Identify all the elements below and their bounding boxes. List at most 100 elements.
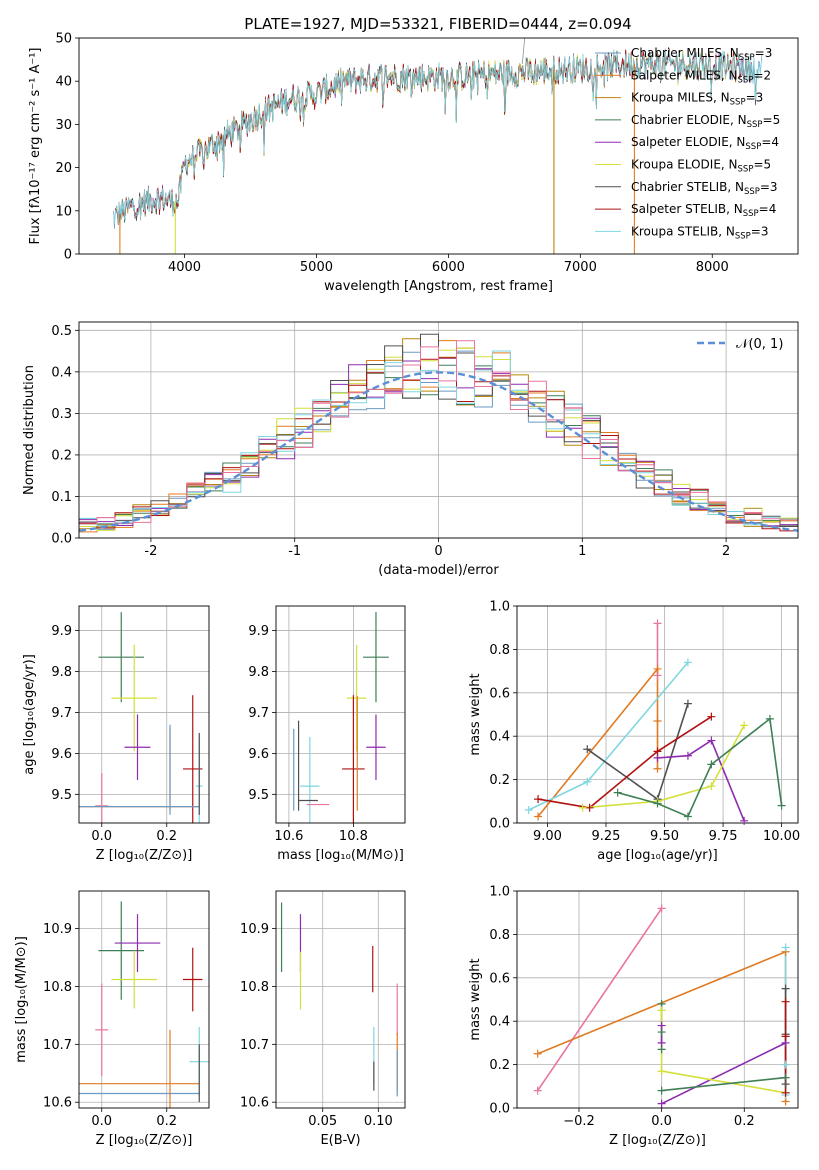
x-tick-label: 0.10 (364, 1114, 393, 1129)
series-line (582, 725, 745, 809)
y-tick-label: 10.9 (240, 922, 269, 937)
legend-entry-subscript: SSP (747, 120, 763, 130)
y-tick-label: 0.6 (489, 971, 510, 986)
x-tick-label: 0.0 (91, 1114, 112, 1129)
y-tick-label: 9.9 (51, 624, 72, 639)
x-tick-label: 0.2 (734, 1114, 755, 1129)
data-point-marker (781, 1088, 790, 1097)
y-tick-label: 0.4 (489, 1015, 510, 1030)
data-point-marker (765, 714, 774, 723)
data-point-marker (653, 717, 662, 726)
y-axis-label: mass weight (468, 958, 483, 1040)
legend-entry-subscript: SSP (745, 142, 761, 152)
series-line (661, 1070, 786, 1094)
y-tick-label: 10.8 (240, 980, 269, 995)
legend-entry-value: =2 (753, 68, 771, 82)
spectrum-line (113, 49, 763, 225)
legend-entry: Chabrier ELODIE, NSSP=5 (631, 113, 780, 130)
data-point-marker (657, 1067, 666, 1076)
legend-entry-value: =5 (763, 113, 781, 127)
axes-frame (78, 321, 799, 539)
y-tick-label: 0.5 (51, 324, 72, 339)
plot-area (113, 38, 763, 254)
plot-area (79, 612, 203, 823)
panel-age_vs_mass: 10.6 10.8 9.5 9.6 9.7 9.8 9.9 mass [log₁₀(M/M⊙)… (248, 605, 406, 863)
y-tick-label: 9.6 (248, 747, 269, 762)
y-tick-label: 10 (55, 204, 72, 219)
legend-entry: Kroupa STELIB, NSSP=3 (631, 224, 769, 241)
data-point-marker (583, 777, 592, 786)
series-line (657, 739, 745, 822)
legend-entry-subscript: SSP (735, 231, 751, 241)
data-point-marker (683, 812, 692, 821)
data-point-marker (657, 1099, 666, 1108)
data-point-errorbar (366, 714, 386, 781)
y-tick-label: 0.3 (51, 407, 72, 422)
series-line (661, 1042, 786, 1105)
x-tick-label: 0.0 (651, 1114, 672, 1129)
y-tick-label: 10.6 (43, 1096, 72, 1111)
panel-mass_vs_Z: 0.0 0.2 10.6 10.7 10.8 10.9 Z [log₁₀(Z/Z⊙)] mas… (14, 890, 210, 1148)
panel-massweight_vs_age: 9.00 9.25 9.50 9.75 10.00 0.0 0.2 0.4 0.6 0.8 1.0 a… (468, 600, 800, 864)
figure-title: PLATE=1927, MJD=53321, FIBERID=0444, z=0… (244, 15, 631, 33)
x-tick-label: 1 (578, 544, 586, 559)
y-tick-label: 9.7 (248, 706, 269, 721)
x-tick-label: 9.00 (533, 829, 562, 844)
y-tick-label: 9.8 (248, 665, 269, 680)
data-point-marker (653, 619, 662, 628)
y-tick-label: 10.8 (43, 980, 72, 995)
y-tick-label: 1.0 (489, 885, 510, 900)
y-tick-label: 0.2 (489, 1058, 510, 1073)
panel-residuals: -2 -1 0 1 2 0.0 0.1 0.2 0.3 0.4 0.5 (data-model)/er… (22, 321, 799, 578)
y-tick-label: 40 (55, 75, 72, 90)
legend-entry: 𝒩(0, 1) (736, 337, 783, 352)
legend-entry: Salpeter ELODIE, NSSP=4 (631, 135, 779, 152)
data-point-marker (781, 1080, 790, 1089)
data-point-marker (583, 745, 592, 754)
data-point-errorbar (124, 714, 151, 781)
x-axis-label: Z [log₁₀(Z/Z⊙)] (96, 1133, 193, 1148)
y-tick-label: 0.6 (489, 686, 510, 701)
y-axis-label: mass [log₁₀(M/M⊙)] (14, 936, 29, 1063)
panel-massweight_vs_Z: −0.2 0.0 0.2 0.0 0.2 0.4 0.6 0.8 1.0 Z [log₁₀(Z/Z… (468, 885, 799, 1148)
legend-entry-value: =3 (746, 91, 764, 105)
data-point-marker (653, 753, 662, 762)
x-tick-label: -2 (144, 544, 157, 559)
data-point-marker (781, 997, 790, 1006)
y-tick-label: 0.4 (51, 365, 72, 380)
data-point-marker (653, 664, 662, 673)
axes-frame (78, 605, 210, 824)
data-point-marker (653, 799, 662, 808)
panels-layer: 4000 5000 6000 7000 800001020304050wavelengt… (14, 32, 800, 1149)
data-point-marker (707, 736, 716, 745)
y-tick-label: 9.5 (248, 788, 269, 803)
data-point-marker (653, 764, 662, 773)
y-axis-label: age [log₁₀(age/yr)] (22, 654, 37, 775)
axes-frame (516, 890, 799, 1109)
data-point-marker (534, 812, 543, 821)
y-tick-label: 9.7 (51, 706, 72, 721)
legend-entry-value: =3 (760, 180, 778, 194)
y-axis-label: mass weight (468, 673, 483, 755)
legend-entry-value: =3 (751, 224, 769, 238)
y-tick-label: 30 (55, 118, 72, 133)
x-axis-label: age [log₁₀(age/yr)] (597, 848, 718, 863)
y-tick-label: 9.8 (51, 665, 72, 680)
legend-entry-subscript: SSP (738, 75, 754, 85)
x-tick-label: 6000 (432, 260, 465, 275)
x-axis-label: E(B-V) (320, 1133, 360, 1148)
data-point-marker (683, 751, 692, 760)
axes-frame (516, 605, 799, 824)
axes-frame (78, 890, 210, 1109)
legend-entry-label: Kroupa MILES, N (631, 91, 730, 105)
data-point-marker (707, 782, 716, 791)
x-tick-label: 4000 (168, 260, 201, 275)
legend-entry-subscript: SSP (744, 187, 760, 197)
panel-age_vs_Z: 0.0 0.2 9.5 9.6 9.7 9.8 9.9 Z [log₁₀(Z/Z⊙)] age … (22, 605, 210, 863)
legend-entry-subscript: SSP (730, 98, 746, 108)
data-point-errorbar (111, 644, 157, 752)
data-point-errorbar (300, 737, 320, 823)
y-tick-label: 0.8 (489, 643, 510, 658)
y-tick-label: 0.8 (489, 928, 510, 943)
legend-entry-label: Chabrier ELODIE, N (631, 113, 747, 127)
